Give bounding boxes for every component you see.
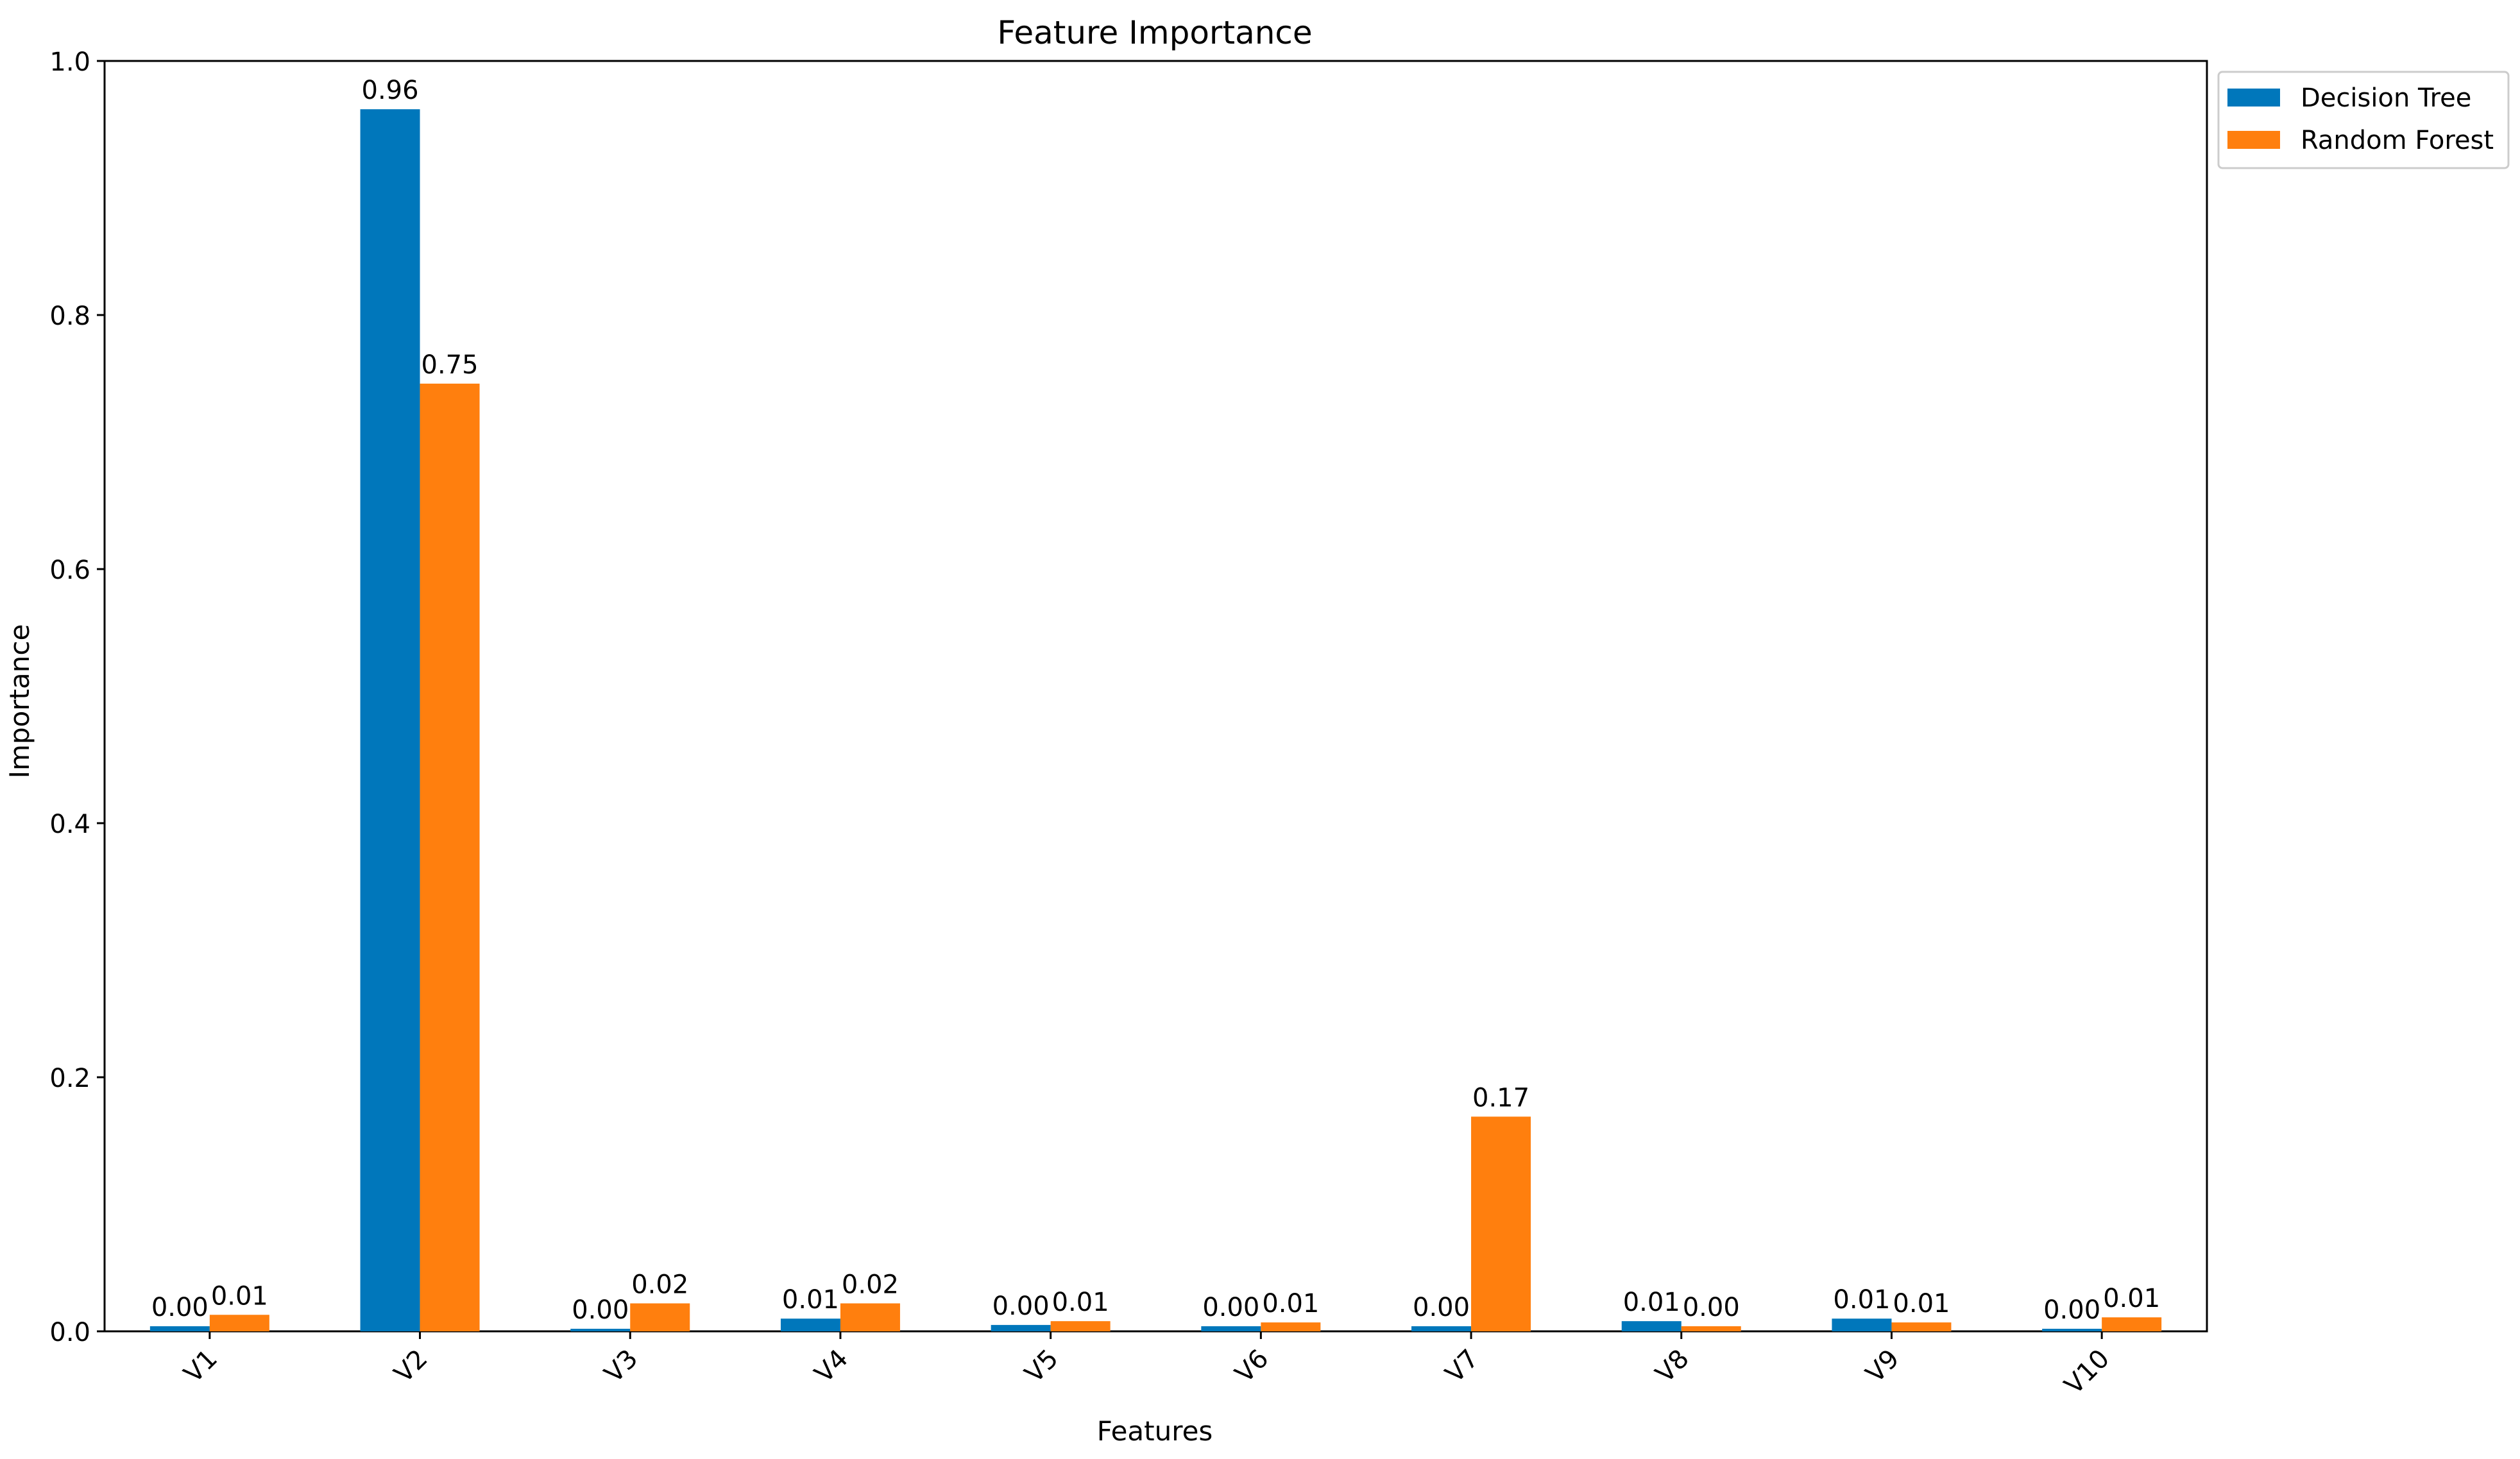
bar — [1891, 1322, 1952, 1331]
x-tick-label: V6 — [1230, 1344, 1275, 1389]
data-label: 0.01 — [782, 1285, 839, 1315]
plot-area: 0.00.20.40.60.81.00.00 0.01V10.960.75V20.… — [49, 47, 2208, 1401]
bar — [570, 1329, 631, 1331]
data-label: 0.01 — [1052, 1288, 1109, 1317]
data-label: 0.01 — [211, 1281, 268, 1311]
bar — [360, 109, 420, 1332]
y-tick-label: 0.8 — [49, 302, 90, 331]
data-label: 0.00 — [1683, 1293, 1740, 1322]
bar — [1201, 1326, 1261, 1331]
x-tick-label: V2 — [389, 1344, 434, 1389]
bar — [420, 383, 480, 1332]
plot-frame — [103, 60, 2208, 1333]
data-label: 0.01 — [1623, 1288, 1680, 1317]
data-label: 0.01 — [1833, 1285, 1890, 1315]
bar — [2042, 1329, 2102, 1331]
bar — [1261, 1322, 1321, 1331]
bar — [149, 1326, 210, 1331]
bar — [1050, 1321, 1111, 1331]
legend-swatch — [2227, 131, 2280, 149]
x-tick-label: V3 — [599, 1344, 643, 1389]
data-label: 0.01 — [1262, 1289, 1319, 1318]
data-label: 0.01 — [2103, 1284, 2160, 1313]
x-tick-label: V1 — [178, 1344, 223, 1389]
bar — [991, 1325, 1051, 1331]
x-tick-label: V9 — [1860, 1344, 1905, 1389]
y-tick-label: 0.0 — [49, 1318, 90, 1347]
data-label: 0.01 — [1893, 1289, 1950, 1318]
bar — [1411, 1326, 1472, 1331]
y-tick-label: 0.6 — [49, 556, 90, 585]
x-tick-label: V10 — [2059, 1344, 2115, 1401]
legend-label: Decision Tree — [2301, 83, 2471, 113]
legend-swatch — [2227, 89, 2280, 107]
bar — [1621, 1321, 1681, 1331]
data-label: 0.02 — [842, 1270, 899, 1299]
data-label: 0.00 — [151, 1293, 209, 1322]
data-label: 0.00 — [1413, 1293, 1470, 1322]
data-label: 0.00 — [1202, 1293, 1259, 1322]
legend-label: Random Forest — [2301, 126, 2494, 155]
bar — [1681, 1326, 1741, 1331]
y-tick-label: 0.2 — [49, 1064, 90, 1093]
bar — [840, 1303, 900, 1331]
x-tick-label: V8 — [1650, 1344, 1695, 1389]
x-axis-label: Features — [1097, 1415, 1213, 1447]
bar — [1832, 1318, 1892, 1331]
data-label: 0.00 — [572, 1295, 629, 1325]
legend: Decision Tree Random Forest — [2217, 71, 2510, 169]
data-label: 0.75 — [421, 350, 479, 380]
chart-title: Feature Importance — [997, 14, 1312, 51]
bar — [1471, 1116, 1531, 1331]
y-tick-label: 0.4 — [49, 810, 90, 839]
data-label: 0.00 — [2043, 1295, 2100, 1325]
bar — [209, 1315, 269, 1331]
y-tick-label: 1.0 — [49, 47, 90, 77]
x-tick-label: V5 — [1019, 1344, 1064, 1389]
bar — [2102, 1317, 2162, 1331]
bar — [780, 1318, 840, 1331]
data-label: 0.02 — [631, 1270, 688, 1299]
x-tick-label: V4 — [809, 1344, 854, 1389]
legend-box — [2217, 71, 2510, 169]
bar — [630, 1303, 690, 1331]
data-label: 0.96 — [362, 76, 419, 105]
x-tick-label: V7 — [1440, 1344, 1485, 1389]
data-label: 0.17 — [1472, 1083, 1529, 1113]
data-label: 0.00 — [992, 1292, 1050, 1321]
y-axis-label: Importance — [4, 624, 35, 779]
